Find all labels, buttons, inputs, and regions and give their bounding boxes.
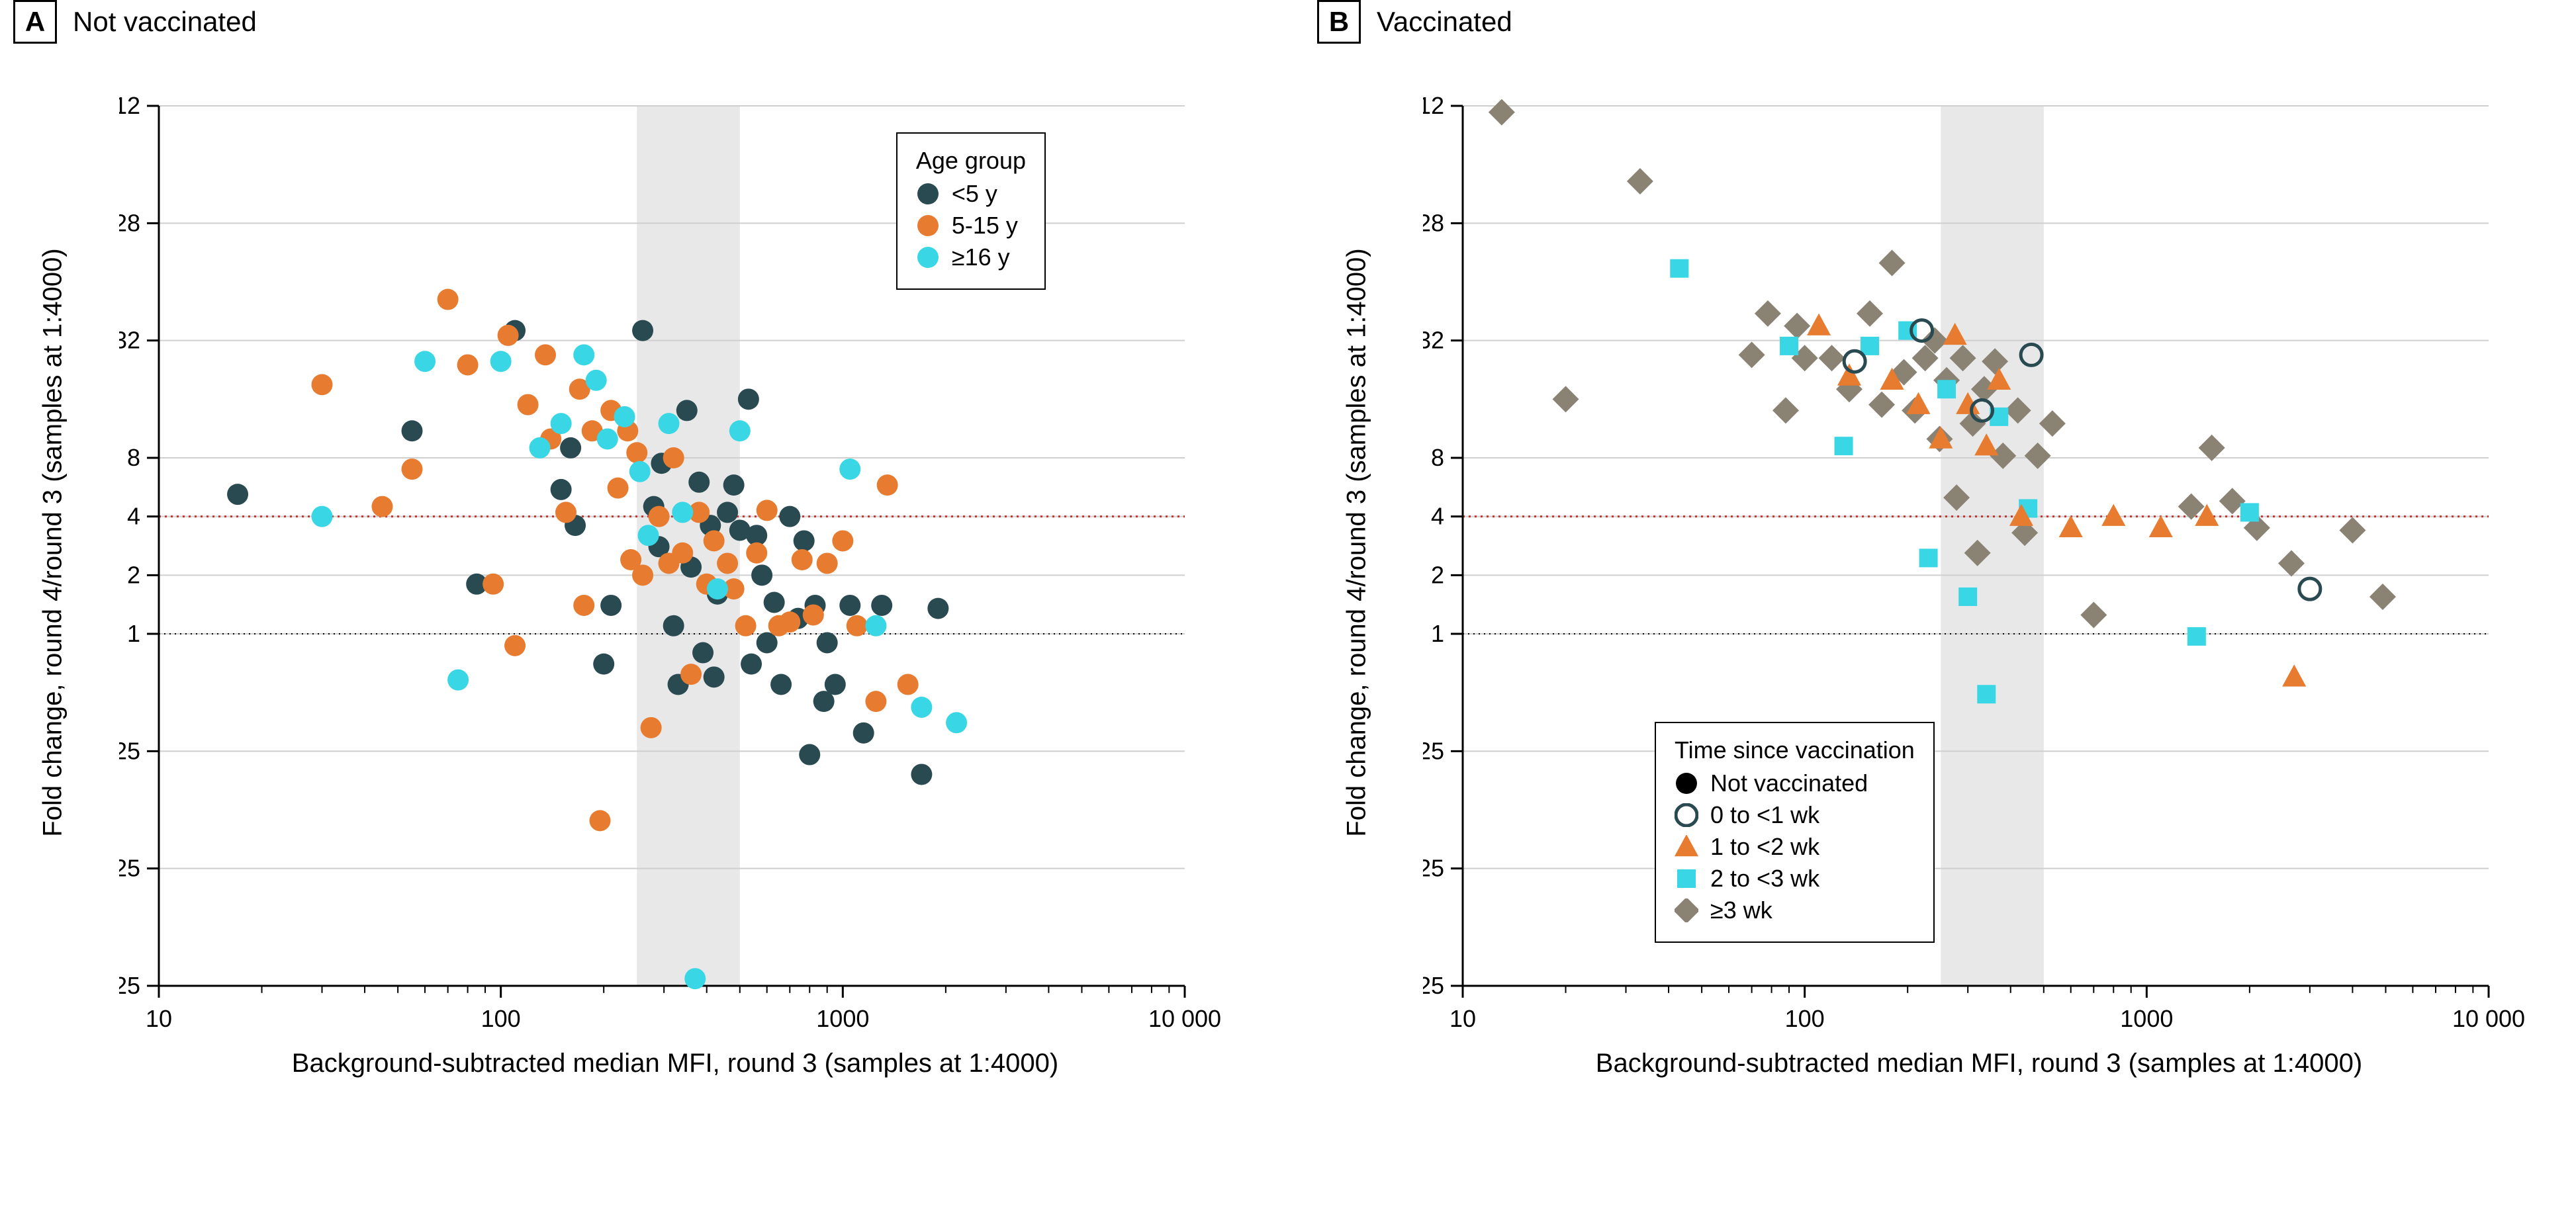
legend-item: Not vaccinated [1675,769,1915,797]
panel-a-xlabel: Background-subtracted median MFI, round … [292,1049,1058,1078]
svg-text:2: 2 [1431,561,1444,588]
legend-title: Age group [916,147,1026,175]
svg-text:10: 10 [146,1005,172,1032]
svg-text:512: 512 [1423,92,1444,119]
svg-text:32: 32 [119,327,140,354]
svg-text:8: 8 [1431,444,1444,471]
panel-a-title: Not vaccinated [73,6,257,38]
svg-text:0.015625: 0.015625 [119,972,140,999]
panel-b: B Vaccinated 0.015625 0.0625 0.25 1 2 4 8 32 128… [1317,0,2575,1224]
legend-item-label: 2 to <3 wk [1710,865,1819,893]
svg-text:512: 512 [119,92,140,119]
legend-title: Time since vaccination [1675,736,1915,764]
svg-text:0.25: 0.25 [1423,737,1444,764]
legend-item-label: Not vaccinated [1710,769,1868,797]
svg-text:0.0625: 0.0625 [119,855,140,882]
legend-item: ≥3 wk [1675,896,1915,924]
svg-text:10 000: 10 000 [1148,1005,1221,1032]
legend-item: 1 to <2 wk [1675,833,1915,861]
svg-text:1: 1 [1431,620,1444,647]
legend-item-label: ≥16 y [952,243,1010,271]
svg-text:1: 1 [127,620,140,647]
panel-a-plot: 0.015625 0.0625 0.25 1 2 4 8 32 128 512 10 100 1000 1… [119,79,1231,1085]
legend-item: 2 to <3 wk [1675,865,1915,893]
svg-text:1000: 1000 [816,1005,869,1032]
svg-text:10: 10 [1449,1005,1476,1032]
svg-text:2: 2 [127,561,140,588]
panel-a-ylabel: Fold change, round 4/round 3 (samples at… [38,248,68,836]
panel-b-ylabel: Fold change, round 4/round 3 (samples at… [1342,248,1372,836]
panel-a-svg: 0.015625 0.0625 0.25 1 2 4 8 32 128 512 10 100 1000 1… [119,79,1231,1085]
svg-text:100: 100 [481,1005,521,1032]
svg-text:4: 4 [127,503,140,530]
svg-text:8: 8 [127,444,140,471]
panel-b-title: Vaccinated [1377,6,1512,38]
svg-text:100: 100 [1785,1005,1825,1032]
svg-text:0.0625: 0.0625 [1423,855,1444,882]
svg-text:0.015625: 0.015625 [1423,972,1444,999]
legend-item: 5-15 y [916,212,1026,240]
panel-b-header: B Vaccinated [1317,0,2575,44]
legend-item-label: <5 y [952,180,997,208]
figure: A Not vaccinated 0.015625 0.0625 0.25 1 2 4 8 3… [0,0,2576,1224]
panel-b-plot: 0.015625 0.0625 0.25 1 2 4 8 32 128 512 10 100 1000 1… [1423,79,2535,1085]
svg-text:128: 128 [1423,209,1444,236]
legend-item: ≥16 y [916,243,1026,271]
svg-text:10 000: 10 000 [2452,1005,2525,1032]
legend-item-label: 5-15 y [952,212,1018,240]
legend-item: <5 y [916,180,1026,208]
panel-a-header: A Not vaccinated [13,0,1271,44]
legend-item-label: 0 to <1 wk [1710,801,1819,829]
panel-b-xlabel: Background-subtracted median MFI, round … [1596,1049,2362,1078]
legend-item-label: 1 to <2 wk [1710,833,1819,861]
panel-b-badge: B [1317,0,1361,44]
panel-a-legend: Age group <5 y 5-15 y ≥16 y [896,132,1046,290]
panel-b-svg: 0.015625 0.0625 0.25 1 2 4 8 32 128 512 10 100 1000 1… [1423,79,2535,1085]
svg-text:1000: 1000 [2120,1005,2173,1032]
panel-a-badge: A [13,0,57,44]
legend-item: 0 to <1 wk [1675,801,1915,829]
panel-a: A Not vaccinated 0.015625 0.0625 0.25 1 2 4 8 3… [13,0,1271,1224]
panel-b-legend: Time since vaccination Not vaccinated 0 to… [1655,722,1935,943]
svg-text:0.25: 0.25 [119,737,140,764]
svg-text:128: 128 [119,209,140,236]
svg-text:32: 32 [1423,327,1444,354]
svg-text:4: 4 [1431,503,1444,530]
legend-item-label: ≥3 wk [1710,896,1772,924]
